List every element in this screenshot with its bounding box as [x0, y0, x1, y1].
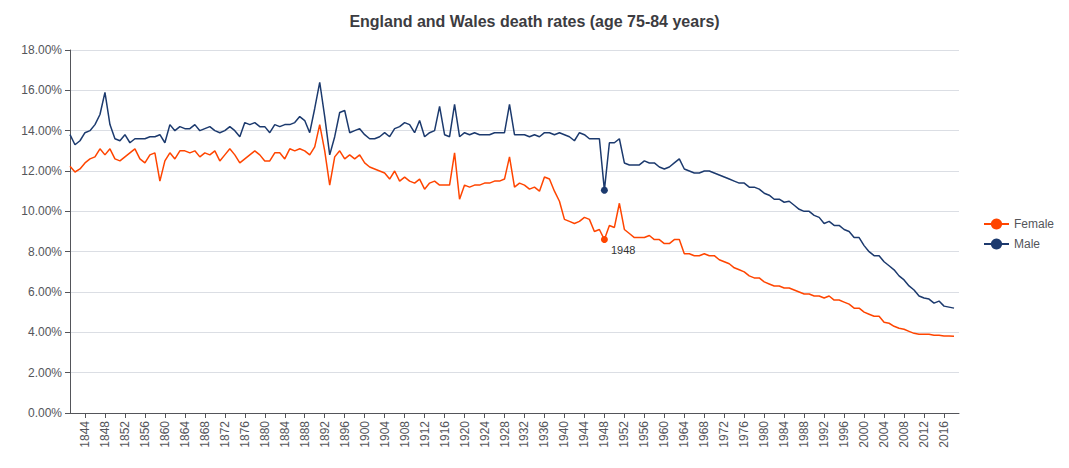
svg-text:Male: Male: [1014, 237, 1040, 251]
svg-text:1900: 1900: [358, 421, 372, 448]
svg-text:12.00%: 12.00%: [21, 164, 62, 178]
svg-text:1940: 1940: [557, 421, 571, 448]
svg-text:2008: 2008: [897, 421, 911, 448]
svg-text:1852: 1852: [118, 421, 132, 448]
svg-text:1976: 1976: [737, 421, 751, 448]
svg-text:1844: 1844: [78, 421, 92, 448]
svg-text:8.00%: 8.00%: [28, 245, 62, 259]
svg-text:1936: 1936: [537, 421, 551, 448]
svg-text:1984: 1984: [777, 421, 791, 448]
svg-text:1980: 1980: [757, 421, 771, 448]
svg-text:1992: 1992: [817, 421, 831, 448]
svg-text:16.00%: 16.00%: [21, 83, 62, 97]
svg-text:1864: 1864: [178, 421, 192, 448]
svg-text:1968: 1968: [697, 421, 711, 448]
svg-text:0.00%: 0.00%: [28, 406, 62, 420]
svg-text:6.00%: 6.00%: [28, 285, 62, 299]
svg-text:1896: 1896: [338, 421, 352, 448]
svg-text:1920: 1920: [458, 421, 472, 448]
svg-text:1880: 1880: [258, 421, 272, 448]
svg-text:10.00%: 10.00%: [21, 204, 62, 218]
svg-text:1860: 1860: [158, 421, 172, 448]
svg-text:1872: 1872: [218, 421, 232, 448]
svg-text:1996: 1996: [837, 421, 851, 448]
svg-text:1948: 1948: [597, 421, 611, 448]
svg-text:1972: 1972: [717, 421, 731, 448]
svg-text:2000: 2000: [857, 421, 871, 448]
svg-text:1948: 1948: [611, 244, 635, 256]
svg-text:4.00%: 4.00%: [28, 325, 62, 339]
svg-text:2.00%: 2.00%: [28, 366, 62, 380]
svg-text:England and Wales death rates: England and Wales death rates (age 75-84…: [349, 13, 719, 30]
svg-text:14.00%: 14.00%: [21, 124, 62, 138]
svg-text:1960: 1960: [657, 421, 671, 448]
svg-text:1988: 1988: [797, 421, 811, 448]
svg-text:1856: 1856: [138, 421, 152, 448]
svg-text:1888: 1888: [298, 421, 312, 448]
svg-text:1868: 1868: [198, 421, 212, 448]
svg-text:Female: Female: [1014, 217, 1054, 231]
svg-text:1952: 1952: [617, 421, 631, 448]
svg-text:1932: 1932: [517, 421, 531, 448]
svg-text:1904: 1904: [378, 421, 392, 448]
svg-text:1908: 1908: [398, 421, 412, 448]
svg-text:1916: 1916: [438, 421, 452, 448]
svg-text:1876: 1876: [238, 421, 252, 448]
svg-text:1884: 1884: [278, 421, 292, 448]
svg-text:1928: 1928: [498, 421, 512, 448]
svg-text:1956: 1956: [637, 421, 651, 448]
svg-text:1892: 1892: [318, 421, 332, 448]
svg-text:1944: 1944: [577, 421, 591, 448]
svg-text:2016: 2016: [937, 421, 951, 448]
svg-text:2012: 2012: [917, 421, 931, 448]
svg-text:1964: 1964: [677, 421, 691, 448]
svg-text:1848: 1848: [98, 421, 112, 448]
svg-text:1924: 1924: [478, 421, 492, 448]
svg-text:18.00%: 18.00%: [21, 43, 62, 57]
svg-text:1912: 1912: [418, 421, 432, 448]
svg-text:2004: 2004: [877, 421, 891, 448]
